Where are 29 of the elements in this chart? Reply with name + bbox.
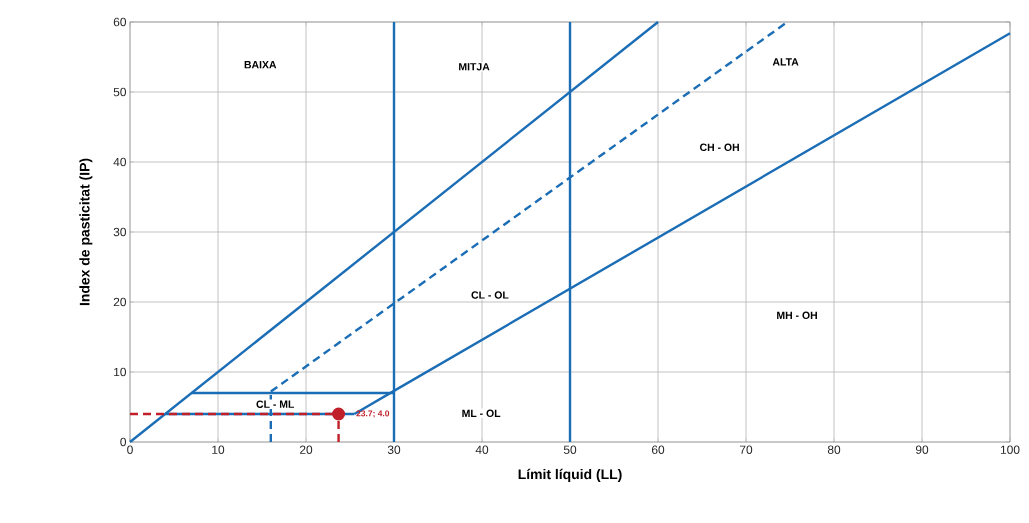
x-tick-label: 80 <box>827 445 841 454</box>
annotation: CH - OH <box>699 143 739 152</box>
y-tick-label: 10 <box>114 367 127 377</box>
x-tick-label: 50 <box>563 445 577 454</box>
x-tick-label: 90 <box>915 445 929 454</box>
x-tick-label: 40 <box>475 445 489 454</box>
annotation: BAIXA <box>244 61 277 69</box>
y-tick-label: 60 <box>113 17 127 27</box>
y-tick-label: 0 <box>120 437 127 447</box>
annotation: ALTA <box>772 58 799 66</box>
x-axis-title: Límit líquid (LL) <box>518 468 622 482</box>
x-tick-label: 30 <box>387 445 401 454</box>
x-tick-label: 100 <box>1000 445 1020 454</box>
y-axis-title: Index de pasticitat (IP) <box>79 158 93 306</box>
x-tick-label: 70 <box>739 445 753 454</box>
annotation: CL - ML <box>256 400 295 408</box>
annotation: ML - OL <box>462 409 501 418</box>
x-tick-label: 60 <box>651 445 665 454</box>
annotation: MITJA <box>459 63 490 71</box>
annotation: MH - OH <box>777 311 817 320</box>
y-tick-label: 20 <box>113 297 127 307</box>
y-tick-label: 50 <box>113 87 127 97</box>
x-tick-label: 10 <box>212 445 225 454</box>
data-label: 23.7; 4.0 <box>356 410 390 418</box>
annotation: CL - OL <box>471 291 509 299</box>
y-tick-label: 30 <box>113 227 127 237</box>
x-tick-label: 0 <box>127 445 133 454</box>
y-tick-label: 40 <box>113 157 127 167</box>
x-tick-label: 20 <box>299 445 313 454</box>
